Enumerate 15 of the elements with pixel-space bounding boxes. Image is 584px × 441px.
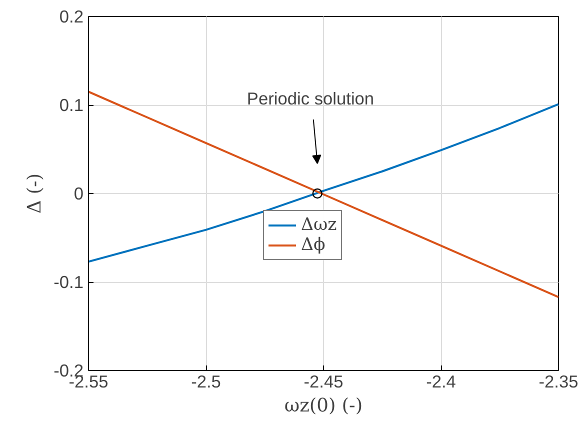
x-axis-title: ωz(0) (-): [284, 396, 363, 416]
y-tick-label: 0.1: [59, 95, 84, 115]
legend-label: Δϕ: [301, 235, 326, 255]
x-tick-label: -2.4: [426, 372, 456, 392]
y-tick-label: 0.2: [59, 6, 84, 26]
y-tick-label: 0: [74, 184, 84, 204]
y-tick-label: -0.1: [54, 272, 84, 292]
x-tick-label: -2.35: [538, 372, 578, 392]
x-tick-label: -2.45: [304, 372, 344, 392]
legend-label: Δωz: [301, 215, 337, 235]
x-tick-label: -2.5: [191, 372, 221, 392]
y-axis-title: Δ (-): [24, 173, 46, 214]
annotation: Periodic solution: [246, 88, 374, 108]
line-series: [88, 103, 558, 263]
line-series: [88, 90, 558, 298]
